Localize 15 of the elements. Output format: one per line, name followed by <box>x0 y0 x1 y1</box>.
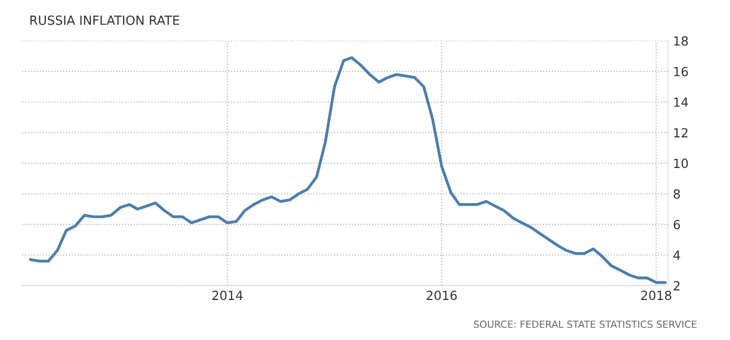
y-tick-label: 14 <box>674 98 688 107</box>
y-tick-label: 4 <box>673 250 680 260</box>
y-tick-label: 12 <box>674 128 688 138</box>
y-tick-label: 8 <box>674 189 680 199</box>
y-tick-label: 6 <box>674 220 680 230</box>
y-tick-label: 10 <box>674 158 688 168</box>
x-tick-label: 2014 <box>212 290 243 300</box>
y-tick-label: 2 <box>674 281 680 290</box>
x-tick-label: 2016 <box>426 290 457 300</box>
chart-title: RUSSIA INFLATION RATE <box>30 16 180 25</box>
source-note: SOURCE: FEDERAL STATE STATISTICS SERVICE <box>474 320 697 328</box>
x-tick-label: 2018 <box>641 290 672 300</box>
y-tick-label: 16 <box>674 66 688 76</box>
line-series <box>29 56 667 284</box>
y-tick-label: 18 <box>674 36 688 46</box>
